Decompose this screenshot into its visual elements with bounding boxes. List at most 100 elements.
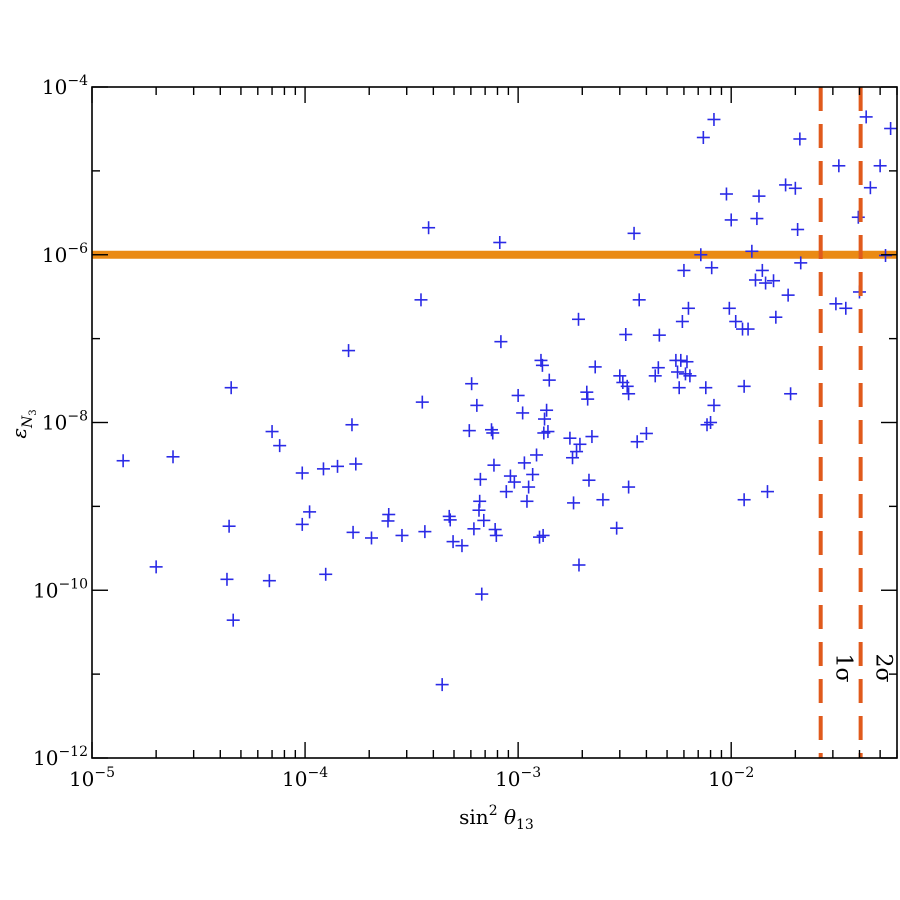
data-point [582, 473, 596, 487]
data-point [613, 369, 627, 383]
data-point [767, 274, 781, 288]
data-point [316, 462, 330, 476]
data-point [443, 513, 457, 527]
data-point [729, 315, 743, 329]
vline-label-2sigma: 2σ [871, 653, 896, 682]
data-point [652, 328, 666, 342]
data-point [418, 525, 432, 539]
data-point [719, 187, 733, 201]
data-point [224, 381, 238, 395]
data-point [533, 530, 547, 544]
data-point [442, 509, 456, 523]
data-point [541, 425, 555, 439]
data-point [536, 528, 550, 542]
data-point [784, 387, 798, 401]
data-point [788, 181, 802, 195]
points-layer [116, 110, 898, 692]
data-point [863, 181, 877, 195]
data-point [619, 327, 633, 341]
data-point [683, 369, 697, 383]
x-tick-label: 10−3 [495, 765, 541, 791]
data-point [793, 132, 807, 146]
data-point [535, 358, 549, 372]
data-point [639, 426, 653, 440]
data-point [295, 466, 309, 480]
x-tick-label: 10−5 [69, 765, 115, 791]
data-point [538, 412, 552, 426]
data-point [149, 560, 163, 574]
data-point [222, 519, 236, 533]
data-point [473, 472, 487, 486]
data-point [473, 494, 487, 508]
x-tick-label: 10−4 [282, 765, 328, 791]
data-point [588, 360, 602, 374]
data-point [572, 558, 586, 572]
data-point [265, 425, 279, 439]
data-point [675, 315, 689, 329]
data-point [435, 678, 449, 692]
data-point [707, 398, 721, 412]
data-point [755, 263, 769, 277]
data-point [748, 273, 762, 287]
data-point [511, 388, 525, 402]
data-point [632, 293, 646, 307]
data-point [750, 212, 764, 226]
data-point [349, 457, 363, 471]
data-point [832, 159, 846, 173]
data-point [475, 587, 489, 601]
data-point [520, 494, 534, 508]
data-point [873, 159, 887, 173]
data-point [395, 528, 409, 542]
data-point [879, 248, 893, 262]
data-point [596, 493, 610, 507]
data-point [769, 310, 783, 324]
data-point [724, 213, 738, 227]
data-point [470, 398, 484, 412]
data-point [794, 256, 808, 270]
data-point [622, 387, 636, 401]
data-point [580, 385, 594, 399]
data-point [364, 531, 378, 545]
data-point [262, 574, 276, 588]
data-point [494, 335, 508, 349]
data-point [488, 523, 502, 537]
data-point [741, 322, 755, 336]
data-point [759, 276, 773, 290]
data-point [704, 416, 718, 429]
data-point [540, 403, 554, 417]
data-point [696, 130, 710, 144]
y-tick-label: 10−12 [33, 744, 88, 770]
data-point [752, 189, 766, 203]
labels-layer: 10−5 10−4 10−3 10−2 10−12 10−10 10−8 10−6 10−4 si… [7, 73, 754, 833]
data-point [166, 450, 180, 464]
x-axis-label: sin2 θ13 [459, 803, 534, 833]
data-point [581, 392, 595, 406]
data-point [610, 521, 624, 535]
y-tick-label: 10−10 [33, 576, 88, 602]
data-point [414, 293, 428, 307]
data-point [781, 288, 795, 302]
data-point [530, 448, 544, 462]
data-point [707, 112, 721, 126]
data-point [116, 454, 130, 468]
data-point [722, 301, 736, 315]
data-point [672, 381, 686, 395]
data-point [651, 361, 665, 375]
data-point [295, 517, 309, 531]
data-point [462, 424, 476, 438]
data-point [487, 458, 501, 472]
data-point [303, 505, 317, 519]
data-point [526, 467, 540, 481]
data-point [779, 178, 793, 192]
data-point [839, 301, 853, 315]
data-point [415, 395, 429, 409]
data-point [791, 223, 805, 237]
x-tick-label: 10−2 [708, 765, 754, 791]
data-point [382, 508, 396, 522]
y-tick-label: 10−4 [42, 73, 88, 99]
data-point [705, 261, 719, 275]
data-point [699, 381, 713, 395]
data-point [622, 480, 636, 494]
data-point [737, 379, 751, 393]
